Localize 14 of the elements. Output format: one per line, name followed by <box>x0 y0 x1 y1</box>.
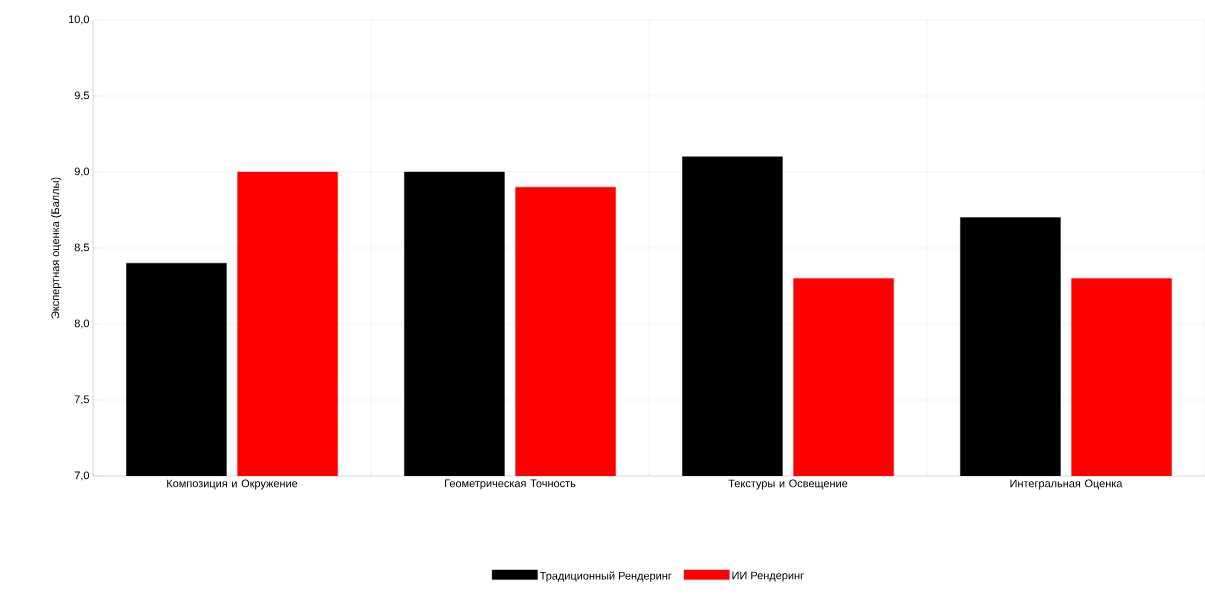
y-tick-label: 9,5 <box>74 91 90 101</box>
x-tick-label: Текстуры и Освещение <box>728 479 848 490</box>
legend-label: Традиционный Рендеринг <box>539 571 672 582</box>
y-tick-label: 7,0 <box>74 471 90 481</box>
x-tick-label: Композиция и Окружение <box>167 479 298 490</box>
y-tick-label: 10,0 <box>68 15 90 25</box>
x-tick-label: Геометрическая Точность <box>445 479 576 490</box>
y-tick-label: 8,5 <box>74 243 90 253</box>
x-tick-label: Интегральная Оценка <box>1010 479 1123 490</box>
y-tick-label: 9,0 <box>74 167 90 177</box>
legend-label: ИИ Рендеринг <box>732 571 804 582</box>
y-axis-title: Экспертная оценка (Баллы) <box>51 177 62 319</box>
y-tick-label: 7,5 <box>74 395 90 405</box>
y-tick-label: 8,0 <box>74 319 90 329</box>
